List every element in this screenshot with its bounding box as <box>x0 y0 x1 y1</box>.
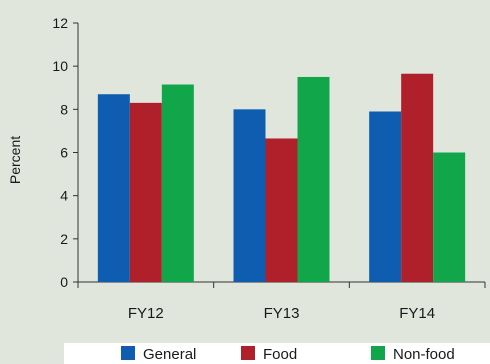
bar-general <box>369 111 402 282</box>
y-tick-label: 8 <box>60 101 68 117</box>
x-category-label: FY14 <box>399 305 435 322</box>
bar-general <box>97 94 130 282</box>
bar-food <box>129 102 162 282</box>
bar-general <box>233 109 266 282</box>
bar-non-food <box>433 152 466 282</box>
y-axis-title: Percent <box>7 136 23 184</box>
legend-label: Non-food <box>393 346 455 363</box>
bar-non-food <box>161 84 194 282</box>
x-category-label: FY12 <box>128 305 164 322</box>
plot-area: 0 2 4 6 8 10 12 FY12 FY13 FY14 <box>52 15 486 322</box>
legend-swatch <box>371 346 385 360</box>
bar-non-food <box>297 76 330 282</box>
bar-food <box>401 73 434 283</box>
y-tick-label: 12 <box>52 15 68 31</box>
legend-swatch <box>121 346 135 360</box>
legend-label: General <box>143 346 196 363</box>
y-tick-label: 2 <box>60 231 68 247</box>
y-tick-label: 4 <box>60 188 68 204</box>
x-category-label: FY13 <box>264 305 300 322</box>
legend: General Food Non-food <box>121 346 455 363</box>
bar-food <box>265 138 298 282</box>
y-tick-label: 10 <box>52 58 68 74</box>
legend-swatch <box>241 346 255 360</box>
y-tick-label: 0 <box>60 274 68 290</box>
y-tick-label: 6 <box>60 145 68 161</box>
legend-label: Food <box>263 346 297 363</box>
